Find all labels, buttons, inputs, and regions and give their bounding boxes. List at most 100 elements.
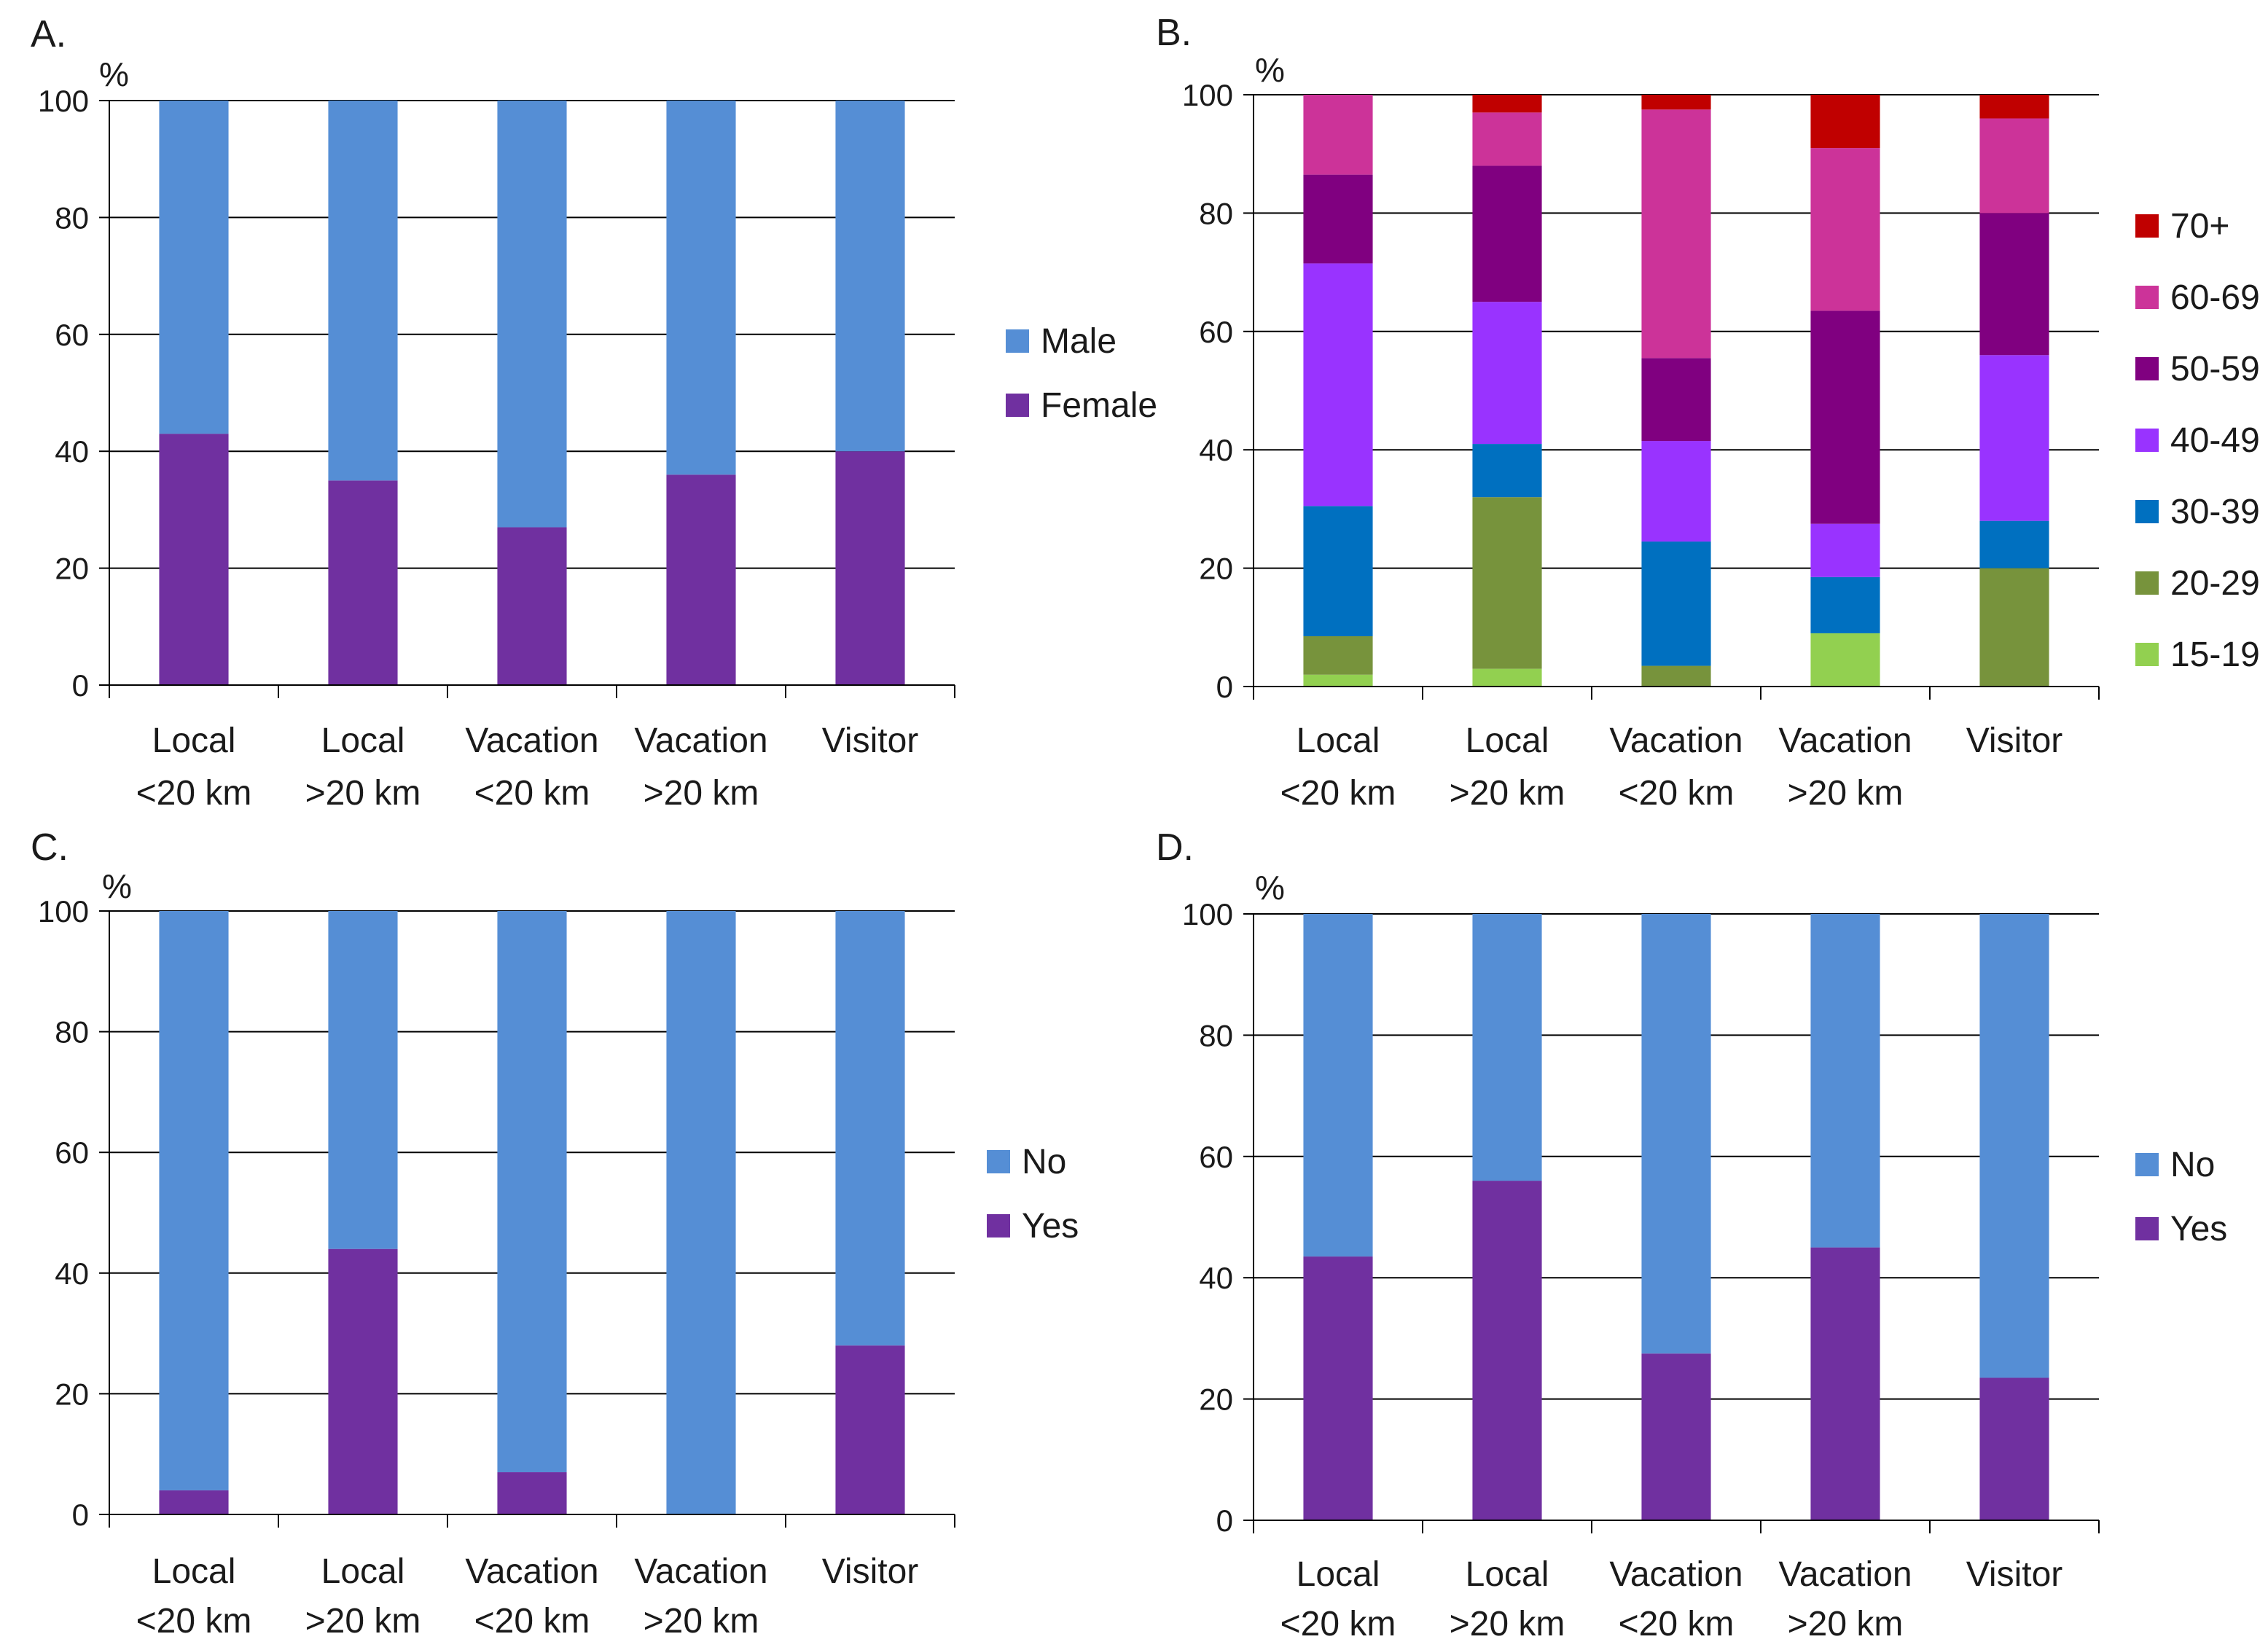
bar-segment-30-39	[1810, 576, 1880, 633]
bar-segment-male	[159, 101, 229, 434]
bar-segment-no	[1303, 914, 1373, 1257]
legend-label: 15-19	[2170, 636, 2260, 674]
y-tick-label: 40	[55, 434, 89, 469]
legend-label: No	[1022, 1143, 1066, 1181]
legend-swatch	[2135, 571, 2159, 595]
bar-segment-40-49	[1810, 523, 1880, 577]
x-tick-label: Local	[152, 1552, 236, 1591]
legend-swatch	[1006, 329, 1029, 353]
bar-segment-female	[666, 474, 736, 685]
bar-segment-20-29	[1979, 568, 2049, 687]
bar-segment-40-49	[1641, 441, 1711, 542]
bar-segment-no	[1810, 914, 1880, 1248]
legend-swatch	[2135, 214, 2159, 238]
y-tick-label: 80	[55, 1015, 89, 1049]
bar-segment-70-	[1641, 95, 1711, 110]
bar-segment-no	[497, 911, 567, 1473]
y-axis-label: %	[1255, 869, 1285, 907]
x-tick-label-sub: <20 km	[1619, 774, 1735, 813]
bar-segment-60-69	[1810, 148, 1880, 311]
legend-label: 70+	[2170, 207, 2229, 246]
bar-segment-yes	[1641, 1353, 1711, 1520]
x-tick-label: Local	[152, 722, 236, 760]
x-tick-label-sub: <20 km	[1619, 1605, 1735, 1643]
legend-swatch	[2135, 429, 2159, 452]
x-tick-label: Vacation	[1609, 722, 1743, 760]
bar-segment-30-39	[1472, 444, 1542, 498]
x-tick-label-sub: >20 km	[644, 1602, 759, 1641]
y-tick-label: 0	[1216, 670, 1233, 704]
y-tick-label: 20	[55, 552, 89, 586]
x-tick-label: Visitor	[1966, 1555, 2063, 1594]
y-axis-label: %	[1255, 51, 1285, 89]
bar-segment-40-49	[1303, 263, 1373, 507]
legend-swatch	[1006, 394, 1029, 417]
y-tick-label: 100	[1182, 897, 1233, 931]
x-tick-label: Local	[1297, 1555, 1380, 1594]
bar-segment-yes	[328, 1248, 398, 1514]
bar-segment-no	[159, 911, 229, 1490]
x-tick-label-sub: <20 km	[136, 774, 252, 813]
bar-segment-yes	[1472, 1181, 1542, 1520]
x-tick-label-sub: <20 km	[136, 1602, 252, 1641]
y-axis-label: %	[99, 55, 129, 93]
bar-segment-no	[666, 911, 736, 1514]
panel-label: B.	[1156, 12, 1192, 54]
bar-segment-15-19	[1303, 674, 1373, 687]
bar-segment-30-39	[1979, 520, 2049, 568]
legend-swatch	[2135, 1217, 2159, 1240]
legend-swatch	[987, 1150, 1010, 1173]
x-tick-label: Local	[1297, 722, 1380, 760]
legend-swatch	[2135, 500, 2159, 523]
bar-segment-20-29	[1472, 497, 1542, 669]
x-tick-label: Vacation	[634, 1552, 767, 1591]
y-tick-label: 60	[1199, 315, 1233, 349]
legend-label: Yes	[2170, 1210, 2227, 1248]
panel-label: D.	[1156, 826, 1194, 869]
legend-label: Yes	[1022, 1207, 1079, 1246]
x-tick-label: Local	[321, 722, 405, 760]
x-tick-label: Local	[1466, 1555, 1549, 1594]
legend-swatch	[2135, 1153, 2159, 1176]
y-tick-label: 20	[1199, 1383, 1233, 1417]
y-tick-label: 80	[1199, 1018, 1233, 1052]
bar-segment-yes	[1810, 1247, 1880, 1520]
bar-segment-male	[835, 101, 905, 452]
x-tick-label: Visitor	[1966, 722, 2063, 760]
chart-panel-b: B.% 0 20 40 60 80 100 Local <20 km Local >20 km Vac…	[1156, 12, 2260, 813]
bar-segment-60-69	[1303, 95, 1373, 175]
bar-segment-60-69	[1979, 118, 2049, 214]
bar-segment-no	[1641, 914, 1711, 1354]
y-tick-label: 20	[55, 1377, 89, 1411]
legend-label: 60-69	[2170, 278, 2260, 317]
legend-label: Male	[1041, 322, 1117, 361]
bar-segment-male	[666, 101, 736, 475]
legend-swatch	[2135, 643, 2159, 666]
y-tick-label: 60	[1199, 1140, 1233, 1174]
x-tick-label-sub: <20 km	[1280, 774, 1396, 813]
y-tick-label: 40	[1199, 1261, 1233, 1295]
bar-segment-no	[1472, 914, 1542, 1181]
legend-label: 50-59	[2170, 350, 2260, 388]
bar-segment-female	[835, 451, 905, 685]
bar-segment-20-29	[1641, 665, 1711, 687]
x-tick-label-sub: >20 km	[1788, 1605, 1904, 1643]
x-tick-label-sub: >20 km	[1450, 1605, 1565, 1643]
bar-segment-50-59	[1472, 165, 1542, 302]
bar-segment-yes	[1303, 1256, 1373, 1520]
legend-swatch	[2135, 357, 2159, 380]
x-tick-label-sub: <20 km	[474, 1602, 590, 1641]
y-tick-label: 100	[38, 84, 89, 118]
bar-segment-70-	[1472, 95, 1542, 113]
y-tick-label: 20	[1199, 552, 1233, 586]
bar-segment-no	[1979, 914, 2049, 1378]
bar-segment-female	[328, 480, 398, 685]
x-tick-label-sub: >20 km	[305, 774, 421, 813]
x-tick-label: Vacation	[465, 1552, 598, 1591]
legend-label: Female	[1041, 386, 1157, 425]
bar-segment-yes	[835, 1345, 905, 1514]
y-tick-label: 100	[1182, 78, 1233, 112]
panel-label: C.	[31, 826, 69, 869]
bar-segment-male	[497, 101, 567, 528]
x-tick-label: Vacation	[1778, 722, 1912, 760]
